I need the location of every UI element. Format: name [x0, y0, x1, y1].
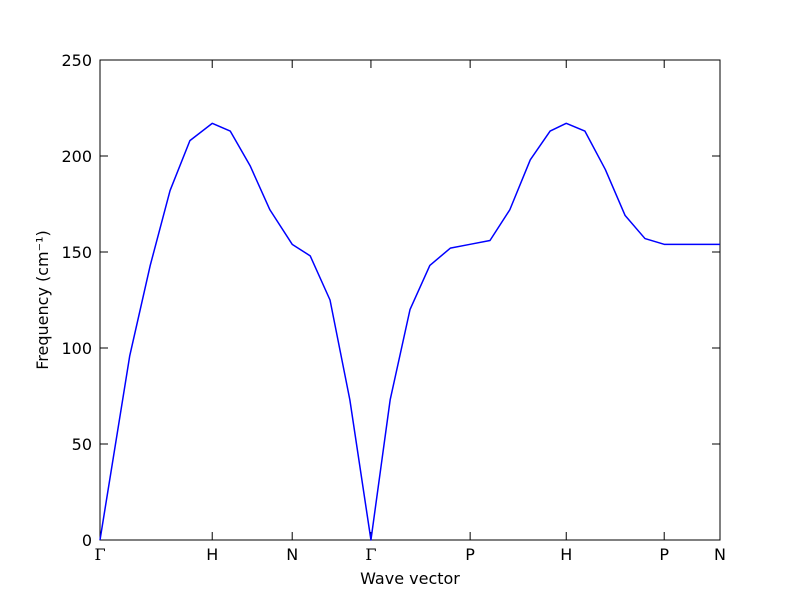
plot-frame: [99, 59, 721, 541]
y-tick-label: 250: [61, 51, 92, 70]
x-tick-label: H: [560, 545, 572, 564]
y-tick-label: 100: [61, 339, 92, 358]
y-tick-label: 50: [72, 435, 92, 454]
x-tick-label: P: [659, 545, 669, 564]
x-tick-label: H: [206, 545, 218, 564]
x-tick-label: Γ: [94, 545, 105, 564]
x-tick-label: Γ: [365, 545, 376, 564]
line-series: [99, 122, 720, 541]
x-tick-label: P: [465, 545, 475, 564]
y-tick-label: 0: [82, 531, 92, 550]
y-tick-label: 200: [61, 147, 92, 166]
y-axis-label: Frequency (cm⁻¹): [33, 230, 52, 369]
x-tick-label: N: [286, 545, 298, 564]
x-axis-label: Wave vector: [360, 569, 460, 588]
x-tick-label: N: [714, 545, 726, 564]
y-tick-label: 150: [61, 243, 92, 262]
